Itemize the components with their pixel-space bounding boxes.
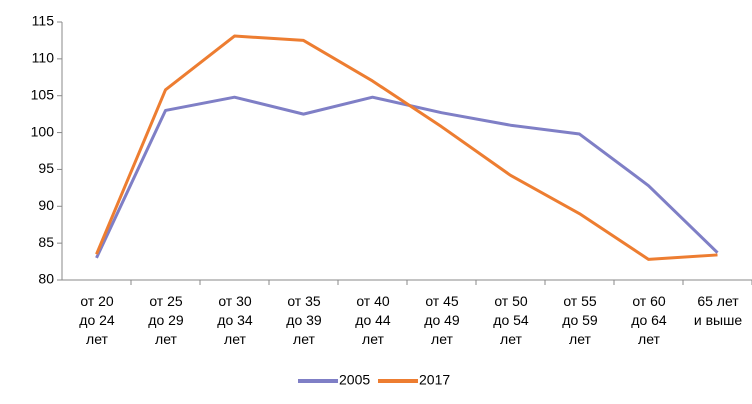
- series-line: [95, 34, 718, 261]
- x-tick-label: от 45 до 49 лет: [424, 293, 460, 347]
- y-tick-label: 115: [32, 13, 55, 29]
- legend-label: 2005: [339, 372, 370, 388]
- x-tick-label: от 50 до 54 лет: [493, 293, 529, 347]
- y-tick-label: 90: [38, 197, 54, 213]
- x-tick-label: от 30 до 34 лет: [217, 293, 253, 347]
- y-tick-label: 105: [31, 86, 55, 102]
- y-tick-label: 80: [38, 271, 54, 287]
- x-tick-label: от 20 до 24 лет: [79, 293, 115, 347]
- series-line: [95, 95, 719, 259]
- x-tick-label: от 55 до 59 лет: [562, 293, 598, 347]
- x-tick-label: от 60 до 64 лет: [631, 293, 667, 347]
- y-tick-label: 110: [32, 50, 55, 66]
- y-tick-label: 85: [38, 234, 54, 250]
- x-tick-label: 65 лет и выше: [693, 293, 743, 328]
- x-tick-label: от 35 до 39 лет: [286, 293, 322, 347]
- y-tick-label: 95: [38, 160, 54, 176]
- legend-label: 2017: [419, 372, 450, 388]
- y-tick-label: 100: [31, 123, 55, 139]
- x-tick-label: от 25 до 29 лет: [148, 293, 184, 347]
- x-tick-label: от 40 до 44 лет: [355, 293, 391, 347]
